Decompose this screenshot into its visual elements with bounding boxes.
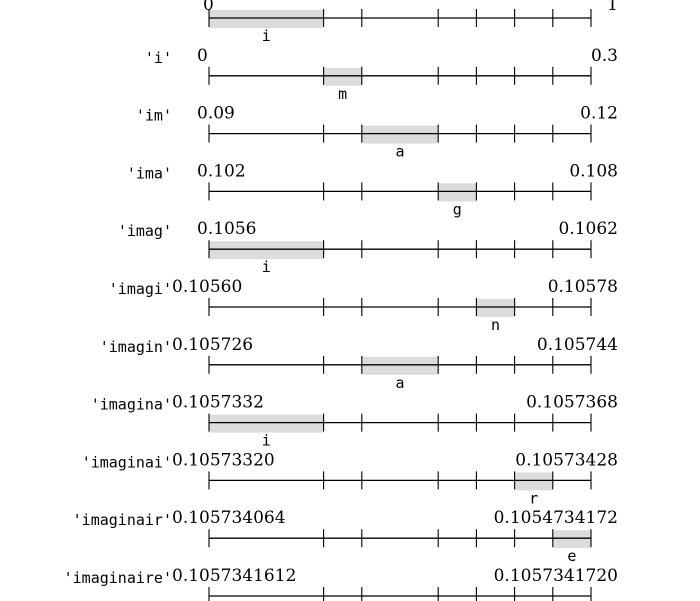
interval-row: r 'imaginai' 0.10573320 0.10573428 (82, 450, 618, 507)
symbol-letter: a (395, 374, 404, 392)
highlight-bar (323, 67, 362, 86)
upper-bound-label: 0.1057341720 (494, 566, 618, 586)
interval-row: 'imaginaire' 0.1057341612 0.1057341720 (64, 566, 618, 601)
symbol-letter: r (529, 489, 538, 507)
highlight-bar (552, 530, 591, 549)
interval-row: n 'imagi' 0.10560 0.10578 (109, 277, 618, 334)
prefix-label: 'i' (145, 49, 172, 67)
symbol-letter: a (395, 143, 404, 161)
symbol-letter: g (453, 200, 462, 218)
interval-row: a 'im' 0.09 0.12 (136, 104, 618, 161)
symbol-letter: m (338, 85, 347, 103)
symbol-letter: n (491, 316, 500, 334)
interval-row: i 'imagina' 0.1057332 0.1057368 (91, 393, 618, 450)
highlight-bar (514, 472, 553, 491)
symbol-letter: i (262, 27, 271, 45)
lower-bound-label: 0.09 (197, 104, 235, 124)
symbol-letter: e (567, 547, 576, 565)
prefix-label: 'imaginair' (73, 511, 172, 529)
highlight-bar (361, 125, 439, 144)
highlight-bar (209, 414, 324, 433)
lower-bound-label: 0.10573320 (172, 450, 275, 470)
prefix-label: 'imagin' (100, 338, 172, 356)
symbol-letter: i (262, 258, 271, 276)
prefix-label: 'imagina' (91, 396, 172, 414)
interval-row: a 'imagin' 0.105726 0.105744 (100, 335, 618, 392)
upper-bound-label: 0.12 (580, 104, 618, 124)
lower-bound-label: 0.102 (197, 161, 246, 181)
lower-bound-label: 0 (203, 0, 214, 15)
lower-bound-label: 0.1057341612 (172, 566, 296, 586)
lower-bound-label: 0.105734064 (172, 508, 286, 528)
lower-bound-label: 0 (197, 46, 208, 66)
prefix-label: 'imaginaire' (64, 569, 172, 587)
highlight-bar (361, 356, 439, 375)
upper-bound-label: 1 (607, 0, 618, 15)
upper-bound-label: 0.105744 (537, 335, 618, 355)
upper-bound-label: 0.1057368 (526, 393, 618, 413)
upper-bound-label: 0.3 (591, 46, 618, 66)
interval-row: m 'i' 0 0.3 (145, 46, 618, 103)
prefix-label: 'ima' (127, 164, 172, 182)
highlight-bar (209, 10, 324, 28)
interval-row: i 'imag' 0.1056 0.1062 (118, 219, 618, 276)
interval-row: i 0 1 (203, 0, 618, 45)
lower-bound-label: 0.1056 (197, 219, 256, 239)
upper-bound-label: 0.108 (569, 161, 618, 181)
lower-bound-label: 0.10560 (172, 277, 242, 297)
prefix-label: 'imag' (118, 222, 172, 240)
highlight-bar (438, 183, 477, 202)
interval-row: e 'imaginair' 0.105734064 0.1054734172 (73, 508, 618, 565)
lower-bound-label: 0.105726 (172, 335, 253, 355)
upper-bound-label: 0.10573428 (515, 450, 618, 470)
lower-bound-label: 0.1057332 (172, 393, 264, 413)
upper-bound-label: 0.1054734172 (494, 508, 618, 528)
prefix-label: 'imagi' (109, 280, 172, 298)
upper-bound-label: 0.1062 (559, 219, 618, 239)
highlight-bar (209, 241, 324, 260)
interval-row: g 'ima' 0.102 0.108 (127, 161, 618, 218)
prefix-label: 'im' (136, 107, 172, 125)
symbol-letter: i (262, 432, 271, 450)
upper-bound-label: 0.10578 (548, 277, 618, 297)
highlight-bar (476, 299, 515, 317)
prefix-label: 'imaginai' (82, 453, 172, 471)
